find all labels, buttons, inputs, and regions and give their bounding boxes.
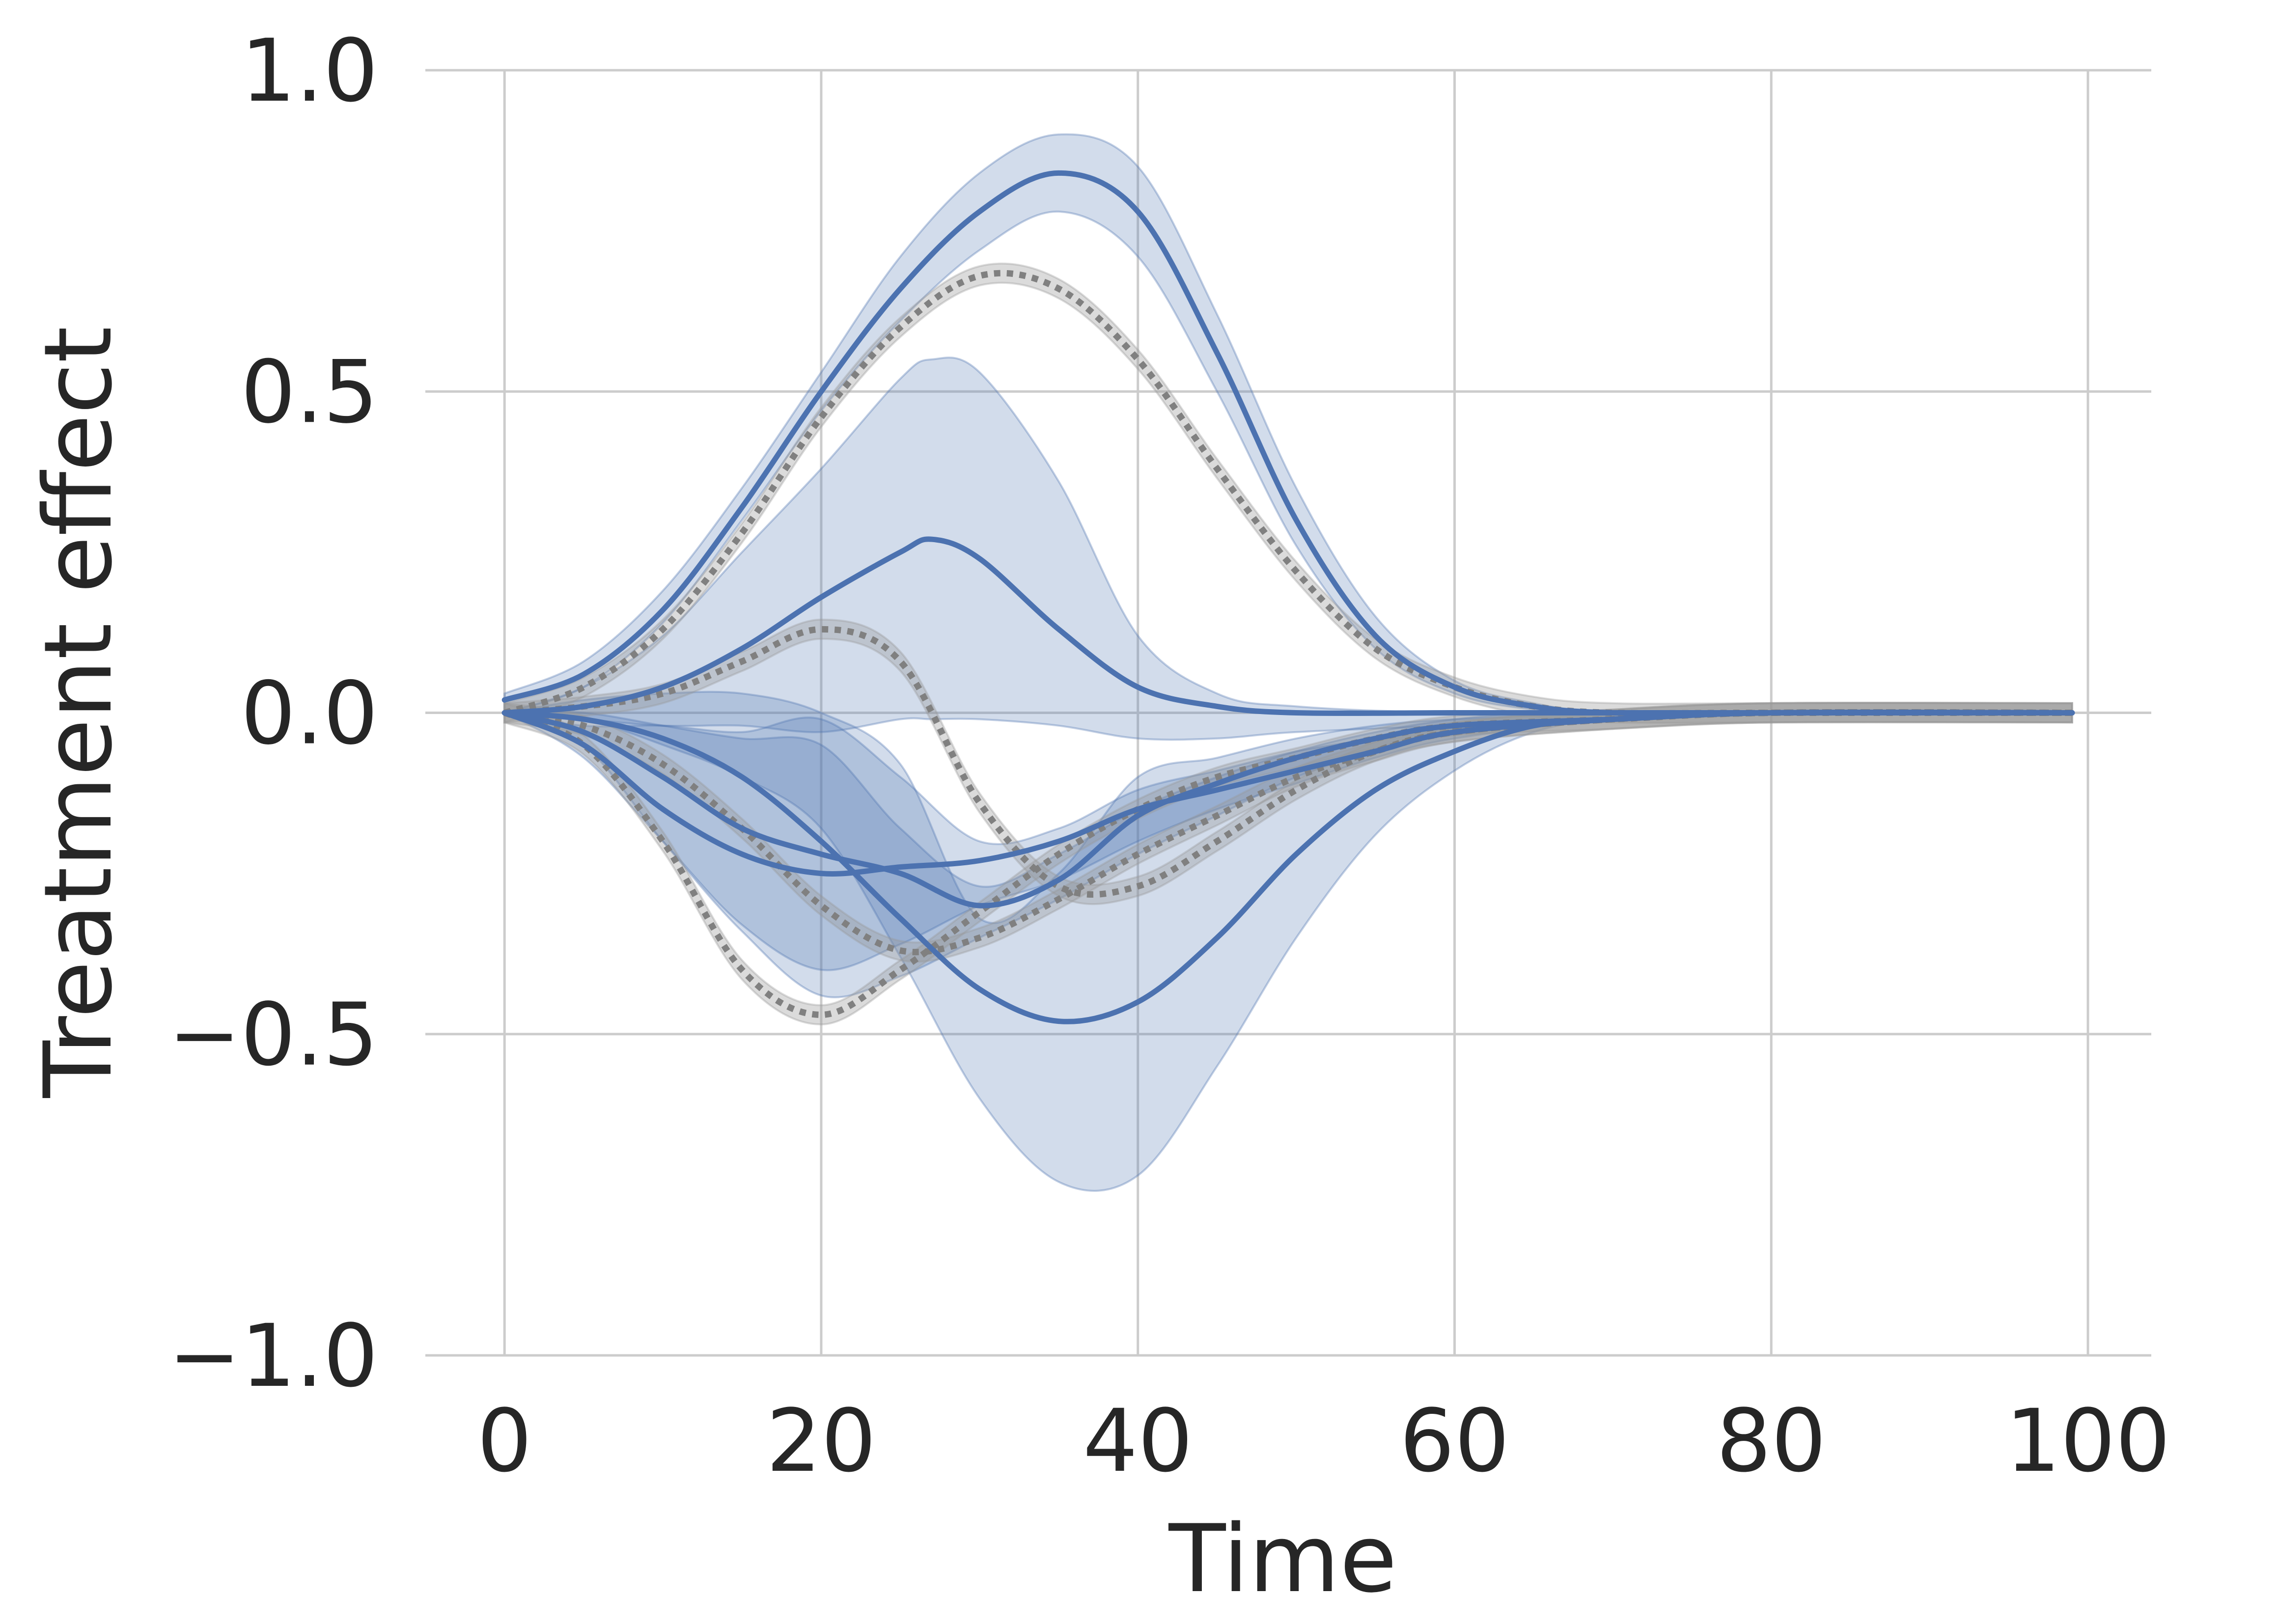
y-tick-label: −1.0 (168, 1306, 378, 1406)
x-tick-label: 40 (1083, 1391, 1193, 1491)
x-tick-label: 80 (1716, 1391, 1826, 1491)
series-lines (501, 170, 2075, 1024)
confidence-bands (500, 133, 2073, 1192)
truth-line (503, 270, 2072, 716)
y-tick-labels: −1.0 −0.5 0.0 0.5 1.0 (168, 21, 378, 1406)
y-tick-label: 0.5 (241, 342, 378, 442)
y-tick-label: 0.0 (241, 663, 378, 764)
x-tick-label: 100 (2005, 1391, 2170, 1491)
x-tick-label: 60 (1400, 1391, 1510, 1491)
estimate-confidence-band (504, 357, 2072, 741)
truth-band (503, 262, 2073, 724)
estimate-line (501, 710, 2075, 1024)
y-tick-label: 1.0 (241, 21, 378, 121)
estimate-line (501, 536, 2075, 716)
x-tick-label: 20 (766, 1391, 876, 1491)
y-tick-label: −0.5 (168, 985, 378, 1085)
y-axis-label: Treatment effect (24, 327, 133, 1099)
x-tick-labels: 0 20 40 60 80 100 (477, 1391, 2170, 1491)
x-tick-label: 0 (477, 1391, 532, 1491)
truth-band (503, 618, 2073, 906)
truth-band (503, 701, 2073, 1026)
x-axis-label: Time (1168, 1505, 1397, 1613)
